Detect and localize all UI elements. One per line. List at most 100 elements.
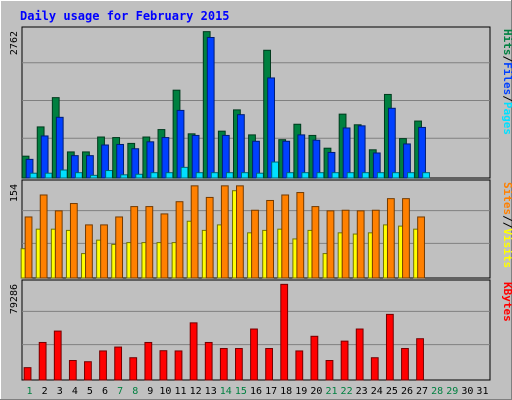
bar-sites-day-14 — [220, 185, 229, 279]
x-tick-label-14: 14 — [220, 386, 232, 397]
bar-sites-day-10 — [160, 213, 169, 279]
bar-files-day-19 — [297, 134, 306, 179]
bar-sites-day-26 — [402, 198, 410, 279]
bar-kbytes-day-14 — [219, 348, 228, 381]
bar-pages-day-25 — [391, 172, 400, 179]
x-tick-label-15: 15 — [235, 386, 247, 397]
x-tick-label-19: 19 — [295, 386, 307, 397]
bar-files-day-25 — [387, 107, 396, 179]
bar-pages-day-10 — [165, 172, 174, 179]
bar-files-day-24 — [372, 152, 381, 179]
x-tick-label-1: 1 — [27, 386, 33, 397]
bar-files-day-22 — [342, 127, 351, 179]
bar-kbytes-day-23 — [355, 328, 364, 381]
bar-files-day-11 — [176, 109, 185, 179]
x-tick-label-23: 23 — [356, 386, 368, 397]
x-tick-label-28: 28 — [431, 386, 443, 397]
bar-pages-day-14 — [225, 172, 234, 179]
bar-pages-day-19 — [301, 172, 310, 179]
legend-separator: / — [501, 222, 512, 229]
bar-kbytes-day-15 — [235, 348, 243, 381]
bar-files-day-4 — [70, 155, 79, 179]
bar-kbytes-day-4 — [68, 360, 77, 381]
bar-pages-day-13 — [210, 172, 219, 179]
bar-sites-day-23 — [356, 210, 365, 279]
legend-label: KBytes — [501, 282, 512, 322]
legend-pages-label: Pages — [501, 102, 512, 135]
x-tick-label-21: 21 — [325, 386, 337, 397]
bar-pages-day-17 — [271, 161, 279, 179]
bar-sites-day-12 — [190, 185, 199, 279]
bar-kbytes-day-2 — [38, 341, 47, 381]
x-tick-label-13: 13 — [205, 386, 217, 397]
bar-kbytes-day-12 — [189, 322, 198, 381]
chart-panels: 2762Hits/Files/Pages154Sites//Visits7928… — [9, 26, 512, 381]
bar-pages-day-1 — [29, 172, 38, 179]
x-tick-label-8: 8 — [132, 386, 138, 397]
bar-sites-day-7 — [115, 216, 124, 279]
bar-files-day-6 — [101, 144, 109, 179]
bar-files-day-26 — [403, 143, 411, 179]
panel-hits-files-pages: 2762 Hits/Files/Pages — [9, 26, 512, 179]
bar-sites-day-9 — [145, 206, 154, 279]
bar-files-day-27 — [418, 126, 426, 179]
bar-kbytes-day-24 — [370, 357, 379, 381]
legend-files-label: Files — [501, 62, 512, 95]
legend-sites-label: Sites — [501, 182, 512, 215]
bar-files-day-16 — [252, 140, 260, 179]
bar-pages-day-7 — [120, 174, 129, 179]
x-tick-label-6: 6 — [102, 386, 108, 397]
bar-kbytes-day-21 — [325, 360, 334, 381]
bar-kbytes-day-22 — [340, 340, 349, 381]
bar-files-day-13 — [206, 36, 215, 179]
bar-pages-day-16 — [256, 172, 264, 179]
bar-kbytes-day-8 — [129, 357, 138, 381]
legend-visits-label: Visits — [501, 228, 512, 268]
legend-hits-label: Hits — [501, 29, 512, 56]
x-tick-label-30: 30 — [461, 386, 473, 397]
bar-sites-day-11 — [175, 201, 184, 279]
bar-kbytes-day-13 — [204, 341, 213, 381]
x-tick-label-26: 26 — [401, 386, 413, 397]
legend-label: Hits/Files/Pages — [501, 29, 512, 135]
bar-pages-day-2 — [44, 172, 53, 179]
bar-kbytes-day-18 — [280, 283, 289, 381]
bar-files-day-10 — [161, 137, 170, 179]
bar-sites-day-22 — [341, 209, 350, 279]
bar-files-day-12 — [191, 134, 200, 179]
legend-kbytes-label: KBytes — [501, 282, 512, 322]
y-max-label: 79286 — [9, 284, 20, 314]
bar-files-day-18 — [282, 140, 291, 179]
bar-files-day-2 — [40, 135, 49, 179]
bar-kbytes-day-11 — [174, 350, 183, 381]
bar-pages-day-23 — [361, 172, 370, 179]
x-tick-label-18: 18 — [280, 386, 292, 397]
x-tick-label-16: 16 — [250, 386, 262, 397]
bar-kbytes-day-27 — [416, 338, 424, 381]
bar-sites-day-27 — [417, 216, 425, 279]
bar-sites-day-6 — [100, 224, 108, 279]
bar-files-day-21 — [327, 151, 336, 179]
y-max-label: 2762 — [9, 31, 20, 55]
bar-files-day-17 — [267, 77, 275, 179]
x-tick-label-10: 10 — [159, 386, 171, 397]
bar-files-day-23 — [357, 125, 366, 179]
bar-sites-day-4 — [69, 203, 78, 279]
bar-pages-day-24 — [376, 172, 385, 179]
bar-sites-day-24 — [371, 209, 380, 279]
panel-kbytes: 79286 KBytes — [9, 279, 512, 381]
bar-files-day-5 — [86, 155, 94, 179]
bar-pages-day-9 — [150, 172, 159, 179]
x-tick-label-22: 22 — [341, 386, 353, 397]
bar-sites-day-20 — [311, 206, 320, 279]
bar-kbytes-day-6 — [99, 350, 107, 381]
bar-pages-day-5 — [90, 174, 98, 179]
bar-sites-day-1 — [24, 216, 33, 279]
bar-pages-day-21 — [331, 172, 340, 179]
x-axis-day-labels: 1 2 3 4 5 6 7 8 9 10 11 12 13 14 15 16 17 18 19 20 21 22 23 24 2… — [27, 386, 489, 397]
bar-pages-day-8 — [135, 173, 144, 179]
bar-kbytes-day-1 — [23, 367, 32, 381]
bar-pages-day-27 — [422, 172, 430, 179]
